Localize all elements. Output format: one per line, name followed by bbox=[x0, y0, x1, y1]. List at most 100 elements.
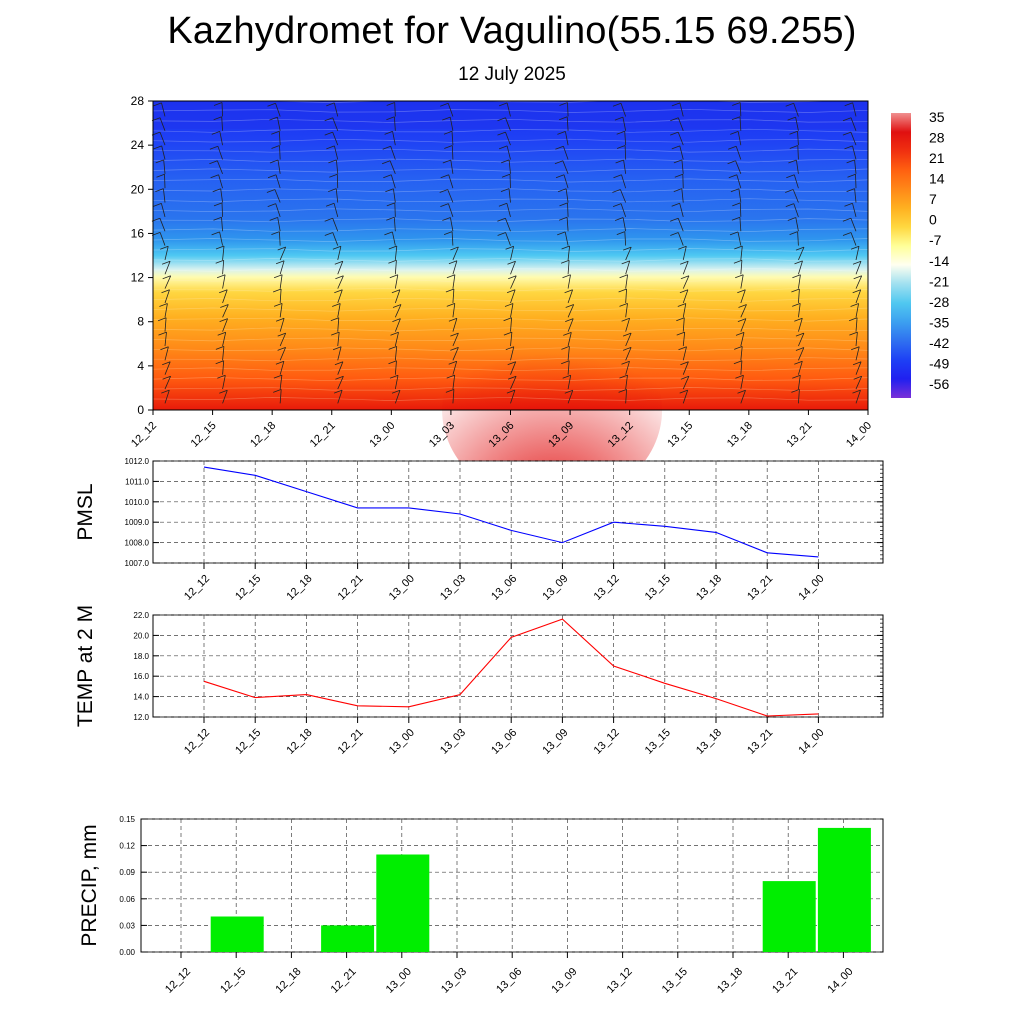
wind-barb-feather bbox=[732, 102, 741, 106]
wind-barb-feather bbox=[273, 389, 282, 393]
wind-barb-feather bbox=[389, 374, 399, 379]
colorbar-label: -49 bbox=[929, 355, 949, 371]
wind-barb bbox=[337, 275, 344, 289]
wind-barb-feather bbox=[680, 260, 689, 265]
colorbar-label: -42 bbox=[929, 335, 949, 351]
wind-barb-feather bbox=[562, 274, 571, 279]
wind-barb-feather bbox=[733, 259, 743, 264]
wind-barb-feather bbox=[381, 160, 391, 165]
wind-barb-feather bbox=[622, 347, 632, 351]
wind-barb bbox=[509, 174, 511, 189]
wind-barb bbox=[389, 160, 396, 174]
colorbar-label: 14 bbox=[929, 171, 945, 187]
wind-barb-feather bbox=[328, 159, 337, 164]
wind-barb bbox=[621, 174, 627, 189]
wind-barb bbox=[735, 146, 742, 160]
wind-barb bbox=[222, 274, 226, 289]
x-tick-label: 13_21 bbox=[784, 420, 814, 450]
wind-barb bbox=[394, 289, 401, 304]
wind-barb bbox=[798, 246, 805, 261]
wind-barb-feather bbox=[785, 203, 794, 207]
wind-barb bbox=[392, 231, 396, 246]
wind-barb bbox=[566, 217, 569, 232]
wind-barb-feather bbox=[334, 260, 343, 265]
wind-barb-feather bbox=[850, 245, 860, 250]
wind-barb-feather bbox=[275, 360, 285, 365]
wind-barb-feather bbox=[787, 217, 796, 221]
wind-barb-feather bbox=[729, 231, 739, 236]
wind-barb-feather bbox=[153, 145, 162, 150]
wind-barb bbox=[850, 131, 857, 146]
wind-barb-feather bbox=[612, 203, 622, 207]
wind-barb bbox=[625, 347, 632, 361]
wind-barb-feather bbox=[220, 304, 229, 308]
wind-barb bbox=[682, 376, 690, 390]
wind-barb-feather bbox=[219, 318, 228, 322]
wind-barb bbox=[855, 303, 859, 318]
wind-barb-feather bbox=[211, 131, 220, 135]
wind-barb-feather bbox=[501, 173, 511, 178]
wind-barb-feather bbox=[677, 303, 686, 307]
wind-barb-feather bbox=[450, 347, 459, 351]
wind-barb-feather bbox=[161, 389, 170, 394]
x-tick-label: 14_00 bbox=[844, 420, 874, 450]
wind-barb bbox=[279, 303, 283, 318]
wind-barb bbox=[392, 131, 396, 146]
wind-barb bbox=[332, 232, 339, 246]
wind-barb-feather bbox=[332, 245, 342, 250]
wind-barb bbox=[510, 346, 515, 361]
wind-barb-feather bbox=[616, 231, 625, 235]
y-tick-label: 0 bbox=[137, 403, 144, 417]
wind-barb bbox=[793, 203, 799, 218]
isotherm-contour bbox=[152, 138, 869, 143]
wind-barb-feather bbox=[508, 275, 517, 280]
wind-barb bbox=[797, 145, 799, 160]
wind-barb-feather bbox=[614, 116, 624, 121]
wind-barb-feather bbox=[269, 159, 279, 164]
wind-barb-feather bbox=[500, 188, 510, 192]
wind-barb-feather bbox=[156, 173, 165, 178]
wind-barb-feather bbox=[670, 131, 679, 136]
wind-barb bbox=[164, 332, 167, 347]
wind-barb bbox=[737, 131, 742, 146]
isotherm-contour bbox=[152, 228, 869, 233]
wind-barb-feather bbox=[267, 102, 276, 107]
wind-barb bbox=[850, 218, 857, 232]
colorbar-label: 21 bbox=[929, 150, 945, 166]
wind-barb bbox=[565, 131, 569, 146]
wind-barb-feather bbox=[848, 317, 858, 322]
wind-barb-feather bbox=[844, 202, 853, 207]
wind-barb bbox=[682, 361, 689, 375]
wind-barb bbox=[739, 116, 742, 131]
wind-barb-feather bbox=[505, 245, 514, 250]
wind-barb bbox=[792, 189, 799, 203]
wind-barb bbox=[279, 318, 285, 332]
wind-barb-feather bbox=[389, 274, 398, 279]
wind-barb bbox=[279, 288, 282, 303]
wind-barb-feather bbox=[737, 389, 746, 394]
wind-barb bbox=[798, 288, 800, 303]
wind-barb bbox=[164, 317, 167, 332]
wind-barb bbox=[337, 346, 342, 361]
x-tick-label: 12_15 bbox=[189, 420, 219, 450]
wind-barbs bbox=[151, 102, 863, 404]
isotherm-contour bbox=[152, 267, 869, 272]
wind-barb-feather bbox=[678, 245, 687, 250]
wind-barb-feather bbox=[619, 274, 628, 279]
wind-barb bbox=[275, 203, 281, 218]
wind-barb bbox=[222, 304, 229, 318]
wind-barb-feather bbox=[735, 274, 744, 279]
wind-barb bbox=[682, 289, 689, 304]
wind-barb-feather bbox=[670, 217, 679, 222]
isotherm-contour bbox=[152, 357, 869, 362]
wind-barb bbox=[567, 274, 571, 289]
wind-barb bbox=[798, 347, 805, 361]
wind-barb bbox=[679, 102, 684, 117]
wind-barb-feather bbox=[386, 116, 395, 121]
wind-barb bbox=[279, 145, 281, 160]
wind-barb-feather bbox=[217, 331, 226, 336]
wind-barb bbox=[682, 332, 686, 347]
wind-barb-feather bbox=[789, 145, 798, 149]
wind-barb bbox=[394, 375, 399, 390]
